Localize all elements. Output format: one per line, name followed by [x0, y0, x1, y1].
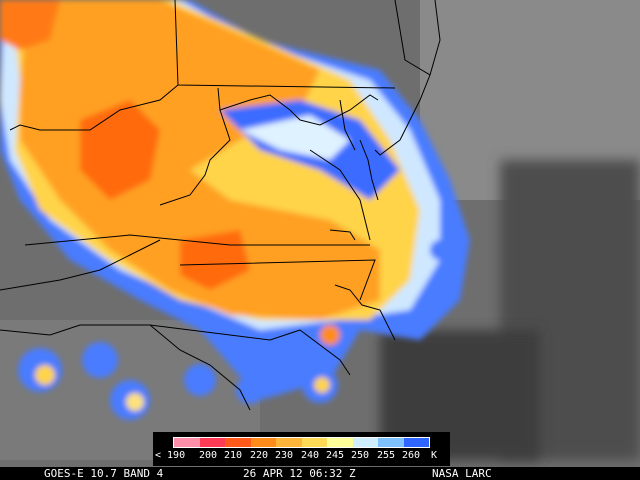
color-scale-legend: < 190 200 210 220 230 240 245 250 255 260 K [153, 432, 450, 466]
color-scale-bar [173, 437, 430, 448]
color-scale-ticks: < 190 200 210 220 230 240 245 250 255 260 K [153, 450, 450, 464]
color-scale-tick: 250 [351, 450, 370, 461]
color-swatch [352, 438, 378, 447]
color-scale-tick: 255 [377, 450, 396, 461]
color-swatch [403, 438, 429, 447]
state-borders [0, 0, 441, 411]
color-scale-tick: < 190 [155, 450, 186, 461]
satellite-band-label: GOES-E 10.7 BAND 4 [44, 467, 164, 480]
color-swatch [199, 438, 225, 447]
cloud-tops [0, 0, 470, 420]
color-swatch [225, 438, 251, 447]
credit-label: NASA LARC [432, 467, 492, 480]
color-scale-tick: 200 [199, 450, 218, 461]
color-swatch [327, 438, 353, 447]
color-swatch [174, 438, 200, 447]
color-swatch [378, 438, 404, 447]
color-scale-tick: 245 [326, 450, 345, 461]
color-scale-tick: 230 [275, 450, 294, 461]
color-swatch [276, 438, 302, 447]
timestamp-label: 26 APR 12 06:32 Z [243, 467, 356, 480]
color-scale-tick: K [431, 450, 438, 461]
color-swatch [250, 438, 276, 447]
image-footer: GOES-E 10.7 BAND 4 26 APR 12 06:32 Z NAS… [0, 467, 640, 480]
color-scale-tick: 220 [250, 450, 269, 461]
color-scale-tick: 260 [402, 450, 421, 461]
color-scale-tick: 240 [301, 450, 320, 461]
color-swatch [301, 438, 327, 447]
color-scale-tick: 210 [224, 450, 243, 461]
